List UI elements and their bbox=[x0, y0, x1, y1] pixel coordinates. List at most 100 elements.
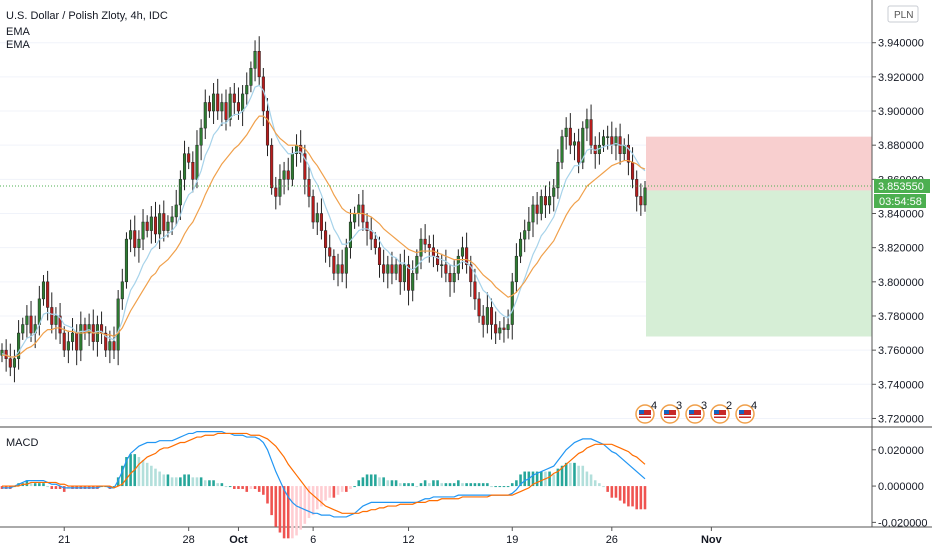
macd-histogram-bar bbox=[423, 480, 427, 487]
macd-histogram-bar bbox=[29, 483, 33, 487]
macd-histogram-bar bbox=[216, 483, 220, 487]
candle bbox=[286, 157, 290, 191]
candle bbox=[79, 311, 83, 362]
candle bbox=[62, 326, 66, 357]
macd-histogram-bar bbox=[33, 483, 37, 487]
economic-event-flag-icon[interactable]: 4 bbox=[735, 400, 757, 424]
macd-histogram-bar bbox=[42, 483, 45, 487]
candle bbox=[270, 138, 274, 195]
event-flag-count: 3 bbox=[701, 400, 707, 412]
price-tick-label: 3.900000 bbox=[878, 106, 924, 118]
candle bbox=[481, 305, 485, 338]
candle bbox=[394, 257, 398, 281]
macd-histogram-bar bbox=[465, 483, 468, 487]
candle bbox=[502, 317, 506, 343]
economic-event-flag-icon[interactable]: 4 bbox=[635, 400, 657, 424]
candle bbox=[639, 183, 643, 216]
macd-histogram-bar bbox=[361, 477, 365, 487]
event-flag-count: 2 bbox=[726, 400, 732, 412]
currency-badge[interactable] bbox=[887, 5, 919, 23]
macd-histogram-bar bbox=[154, 468, 157, 487]
macd-histogram-bar bbox=[199, 477, 203, 487]
candle bbox=[216, 78, 220, 120]
candle bbox=[419, 228, 423, 270]
macd-histogram-bar bbox=[573, 462, 576, 487]
time-tick-label: 6 bbox=[310, 534, 316, 546]
price-tick-label: 3.780000 bbox=[878, 311, 924, 323]
candle bbox=[232, 83, 236, 116]
candle bbox=[274, 176, 278, 210]
macd-histogram-bar bbox=[295, 486, 298, 536]
candle bbox=[137, 230, 141, 263]
candle bbox=[535, 191, 539, 225]
time-tick-label: 12 bbox=[402, 534, 414, 546]
macd-histogram-bar bbox=[581, 465, 585, 487]
indicator-ema-2[interactable]: EMA bbox=[6, 39, 31, 51]
candle bbox=[58, 302, 62, 344]
candle bbox=[191, 151, 195, 193]
candle bbox=[124, 232, 128, 289]
price-tick-label: 3.800000 bbox=[878, 277, 924, 289]
time-axis[interactable]: 21 28 Oct 6 12 19 26 Nov bbox=[58, 527, 723, 546]
candle bbox=[241, 85, 245, 127]
time-tick-label: 26 bbox=[606, 534, 618, 546]
candle bbox=[539, 189, 543, 221]
candle bbox=[25, 305, 29, 338]
economic-event-flag-icon[interactable]: 2 bbox=[710, 400, 732, 424]
macd-histogram-bar bbox=[374, 474, 377, 487]
candle bbox=[253, 40, 257, 82]
macd-histogram-bar bbox=[556, 468, 560, 487]
grid bbox=[0, 42, 872, 419]
economic-event-flag-icon[interactable]: 3 bbox=[685, 400, 707, 424]
stop-loss-zone[interactable] bbox=[646, 136, 872, 191]
macd-histogram-bar bbox=[486, 483, 489, 487]
macd-histogram-bar bbox=[195, 477, 199, 487]
candle bbox=[543, 185, 547, 218]
macd-histogram-bar bbox=[506, 486, 510, 488]
candle bbox=[552, 178, 556, 212]
macd-histogram-bar bbox=[569, 462, 572, 487]
candle bbox=[207, 95, 211, 118]
event-flags: 4 3 3 2 4 bbox=[635, 400, 757, 424]
candle bbox=[182, 140, 187, 191]
macd-histogram-bar bbox=[320, 486, 323, 507]
candle bbox=[369, 217, 373, 251]
candle bbox=[29, 300, 33, 342]
macd-title[interactable]: MACD bbox=[6, 437, 38, 449]
macd-axis[interactable]: 0.020000 0.000000 -0.020000 bbox=[872, 445, 928, 530]
time-tick-label: 19 bbox=[506, 534, 518, 546]
macd-histogram-bar bbox=[274, 486, 278, 527]
candle bbox=[427, 235, 431, 263]
macd-histogram-bar bbox=[411, 483, 414, 487]
macd-histogram-bar bbox=[564, 462, 568, 487]
macd-histogram-bar bbox=[502, 486, 506, 488]
macd-histogram-bar bbox=[170, 477, 174, 487]
candle bbox=[411, 260, 415, 302]
macd-histogram-bar bbox=[369, 474, 373, 487]
macd-histogram-bar bbox=[212, 480, 215, 487]
candle bbox=[498, 321, 502, 340]
macd-histogram-bar bbox=[469, 483, 473, 487]
candle bbox=[527, 207, 531, 240]
macd-histogram-bar bbox=[191, 477, 195, 487]
candle bbox=[353, 206, 357, 229]
macd-histogram-bar bbox=[432, 480, 435, 487]
macd-histogram-bar bbox=[510, 483, 514, 487]
price-axis[interactable]: 3.9400003.9200003.9000003.8800003.860000… bbox=[872, 38, 924, 426]
candle bbox=[224, 89, 228, 131]
macd-histogram-bar bbox=[540, 471, 543, 487]
take-profit-zone[interactable] bbox=[646, 190, 872, 337]
candle bbox=[324, 221, 328, 263]
macd-histogram-bar bbox=[403, 483, 406, 487]
macd-histogram-bar bbox=[303, 486, 307, 524]
indicator-ema-1[interactable]: EMA bbox=[6, 26, 31, 38]
macd-histogram-bar bbox=[357, 480, 361, 487]
candle bbox=[610, 121, 614, 155]
macd-histogram-bar bbox=[523, 471, 526, 487]
macd-histogram-bar bbox=[627, 486, 630, 507]
macd-histogram-bar bbox=[58, 486, 62, 489]
candle bbox=[618, 123, 622, 165]
economic-event-flag-icon[interactable]: 3 bbox=[660, 400, 682, 424]
macd-histogram-bar bbox=[145, 462, 149, 487]
macd-histogram-bar bbox=[490, 486, 493, 488]
